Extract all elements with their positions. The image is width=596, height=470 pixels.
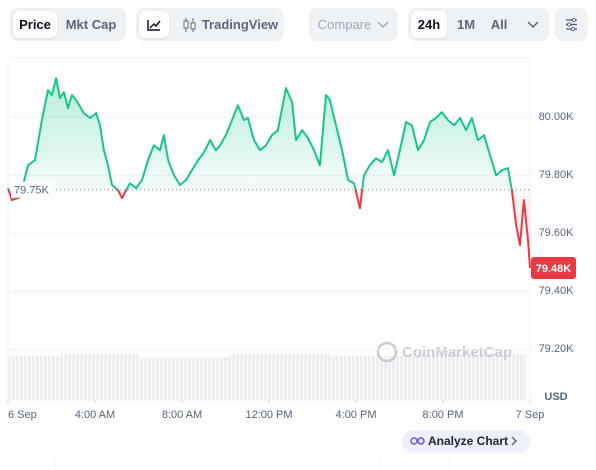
line-chart-button[interactable] — [139, 11, 169, 38]
settings-icon — [566, 17, 577, 32]
range-all[interactable]: All — [490, 17, 508, 32]
y-tick-label: 79.40K — [539, 285, 575, 297]
price-button[interactable]: Price — [13, 11, 57, 38]
baseline-label-bg — [11, 181, 53, 198]
tradingview-label: TradingView — [201, 17, 279, 32]
x-tick-label: 4:00 AM — [75, 409, 115, 421]
x-tick-label: 7 Sep — [516, 409, 545, 421]
chart: CoinMarketCap USD 79.20K 79.40K 79.60K 79.8… — [7, 57, 576, 470]
price-line — [7, 77, 531, 269]
analyze-icon — [410, 437, 425, 445]
range-group: 24h 1M All — [408, 8, 549, 41]
current-price-tag — [531, 257, 576, 280]
compare-label: Compare — [317, 17, 372, 32]
chart-type-group: TradingView — [136, 8, 284, 41]
analyze-label: Analyze Chart — [428, 434, 508, 448]
range-24h[interactable]: 24h — [411, 11, 447, 38]
analyze-button[interactable] — [402, 430, 530, 453]
y-tick-label: 80.00K — [539, 111, 575, 123]
price-area — [8, 78, 530, 268]
y-tick-label: 79.20K — [539, 343, 575, 355]
tradingview-button[interactable]: TradingView — [180, 11, 280, 38]
current-price-label: 79.48K — [536, 263, 572, 275]
bottom-dividers — [54, 458, 451, 470]
range-more[interactable] — [520, 11, 546, 38]
chevron — [527, 20, 539, 28]
watermark: CoinMarketCap — [376, 341, 512, 363]
watermark-text: CoinMarketCap — [402, 344, 512, 361]
range-1m[interactable]: 1M — [456, 17, 476, 32]
line-icon — [147, 19, 161, 31]
settings-button[interactable] — [555, 8, 588, 41]
y-tick-label: 79.80K — [539, 169, 575, 181]
x-tick-label: 4:00 PM — [336, 409, 377, 421]
mktcap-button[interactable]: Mkt Cap — [65, 17, 117, 32]
compare-group: Compare — [309, 8, 398, 41]
analyze-chevron — [511, 436, 517, 446]
y-tick-label: 79.60K — [539, 227, 575, 239]
x-tick-label: 12:00 PM — [245, 409, 292, 421]
candle-icon — [183, 17, 196, 32]
chevron — [377, 20, 389, 28]
compare-button[interactable]: Compare — [309, 11, 398, 38]
y-unit: USD — [544, 391, 567, 403]
volume-band — [8, 354, 526, 400]
baseline-label: 79.75K — [14, 185, 50, 197]
x-tick-label: 8:00 AM — [162, 409, 202, 421]
x-tick-label: 8:00 PM — [423, 409, 464, 421]
toggle-group: Price Mkt Cap — [10, 8, 126, 41]
x-tick-label: 6 Sep — [8, 409, 37, 421]
